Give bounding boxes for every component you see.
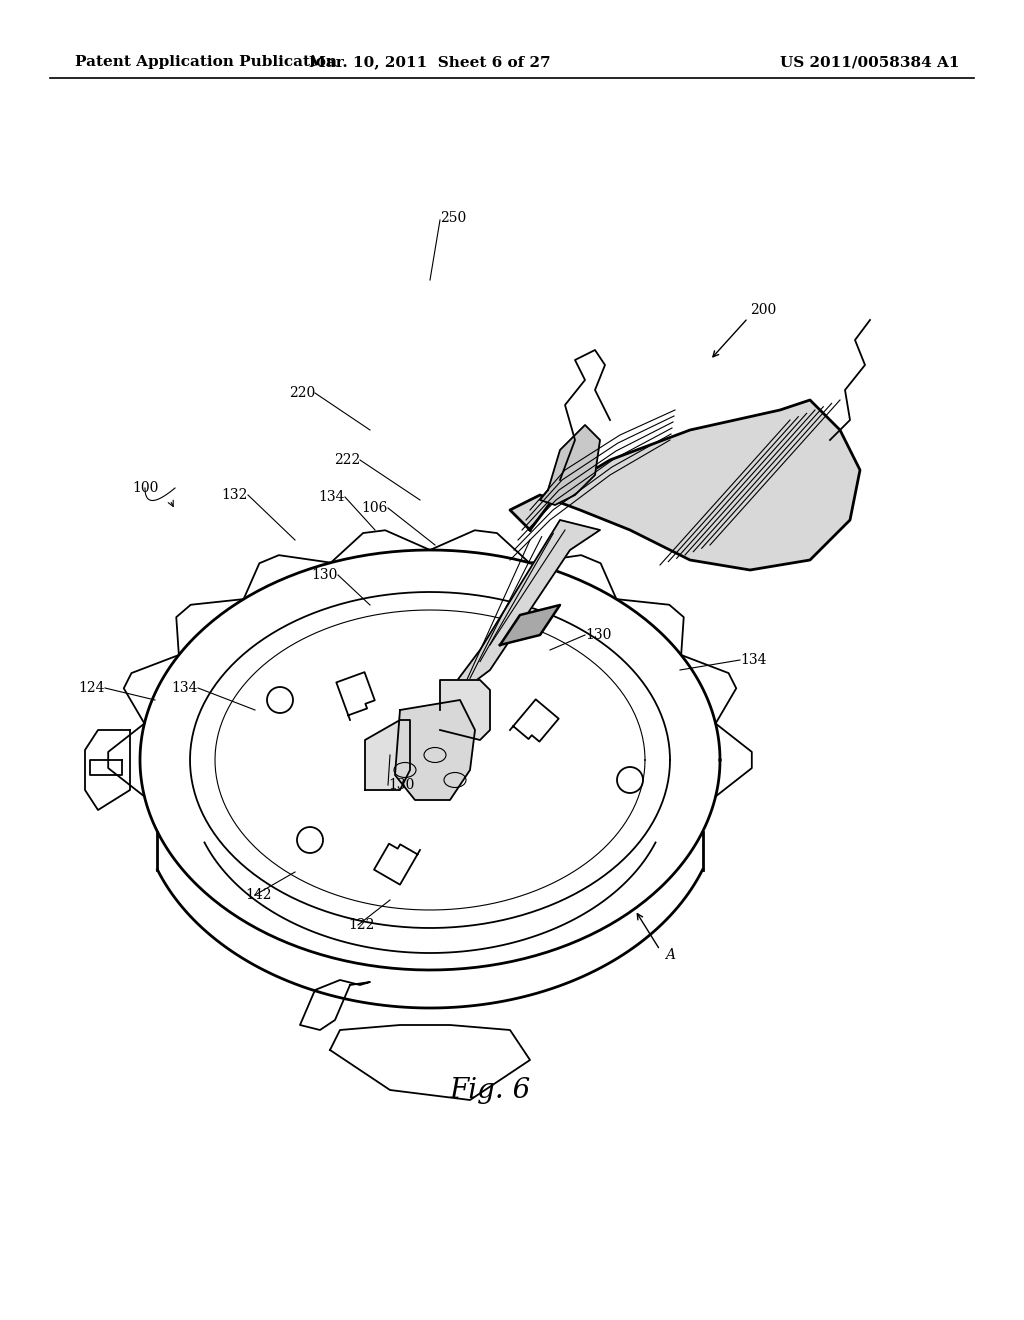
Text: 130: 130 <box>585 628 611 642</box>
Text: 132: 132 <box>221 488 248 502</box>
Polygon shape <box>540 425 600 506</box>
Text: A: A <box>665 948 675 962</box>
Text: 106: 106 <box>361 502 388 515</box>
Polygon shape <box>450 520 600 700</box>
Text: 134: 134 <box>171 681 198 696</box>
Text: 122: 122 <box>348 917 375 932</box>
Text: 220: 220 <box>289 385 315 400</box>
Text: 222: 222 <box>334 453 360 467</box>
Text: 142: 142 <box>245 888 271 902</box>
Text: 134: 134 <box>740 653 767 667</box>
Text: Mar. 10, 2011  Sheet 6 of 27: Mar. 10, 2011 Sheet 6 of 27 <box>309 55 551 69</box>
Text: 130: 130 <box>388 777 415 792</box>
Text: 130: 130 <box>311 568 338 582</box>
Polygon shape <box>500 605 560 645</box>
Text: Patent Application Publication: Patent Application Publication <box>75 55 337 69</box>
Text: 100: 100 <box>132 480 158 495</box>
Polygon shape <box>395 700 475 800</box>
Text: 200: 200 <box>750 304 776 317</box>
Polygon shape <box>510 400 860 570</box>
Polygon shape <box>440 680 490 741</box>
Polygon shape <box>365 719 410 789</box>
Text: 250: 250 <box>440 211 466 224</box>
Text: US 2011/0058384 A1: US 2011/0058384 A1 <box>780 55 961 69</box>
Text: Fig. 6: Fig. 6 <box>450 1077 530 1104</box>
Text: 124: 124 <box>79 681 105 696</box>
Text: 134: 134 <box>318 490 345 504</box>
